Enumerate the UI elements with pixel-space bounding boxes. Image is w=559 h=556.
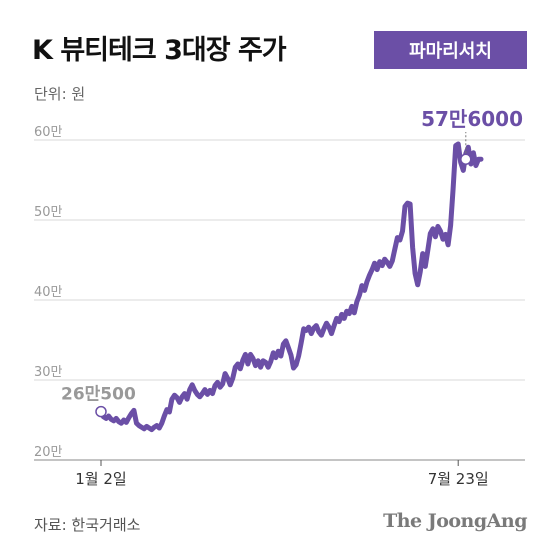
y-tick-label: 30만	[34, 365, 63, 380]
y-tick-label: 20만	[34, 445, 63, 460]
source-label: 자료: 한국거래소	[34, 516, 141, 534]
y-tick-label: 50만	[34, 205, 63, 220]
start-point-marker	[95, 405, 107, 418]
x-tick-label: 7월 23일	[428, 470, 489, 488]
x-tick-label: 1월 2일	[75, 470, 126, 488]
brand-logo: The JoongAng	[383, 510, 527, 532]
end-point-marker	[460, 153, 472, 165]
unit-label: 단위: 원	[34, 85, 86, 103]
chart-title: K 뷰티테크 3대장 주가	[32, 35, 287, 66]
end-value-label: 57만6000	[421, 107, 523, 131]
start-value-label: 26만500	[61, 385, 136, 405]
price-line	[98, 141, 484, 433]
y-tick-label: 40만	[34, 285, 63, 300]
y-tick-label: 60만	[34, 125, 63, 140]
company-badge: 파마리서치	[374, 31, 527, 69]
